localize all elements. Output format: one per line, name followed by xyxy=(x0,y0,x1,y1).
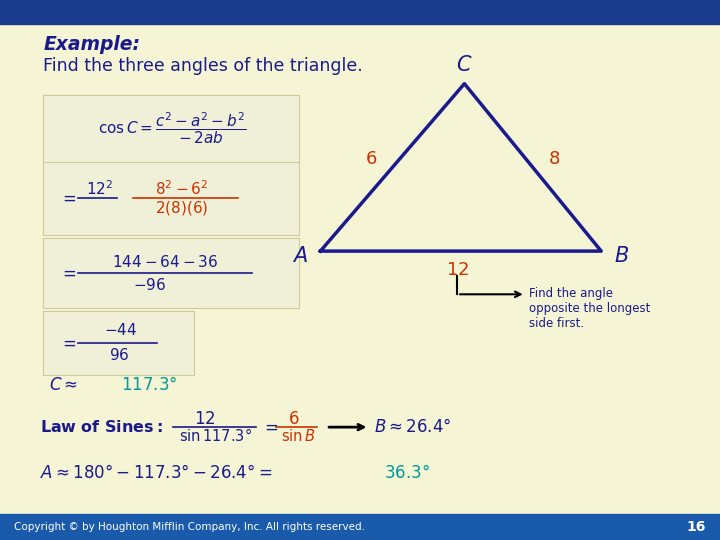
FancyBboxPatch shape xyxy=(43,238,299,308)
Text: $B$: $B$ xyxy=(614,246,629,267)
Bar xyxy=(0,0,720,24)
Text: $2(8)(6)$: $2(8)(6)$ xyxy=(155,199,208,218)
Text: $8^2 - 6^2$: $8^2 - 6^2$ xyxy=(155,179,208,198)
Text: $=$: $=$ xyxy=(59,264,76,282)
Text: $\mathbf{Law\ of\ Sines{:}}$: $\mathbf{Law\ of\ Sines{:}}$ xyxy=(40,418,162,435)
Text: $B \approx 26.4°$: $B \approx 26.4°$ xyxy=(374,418,452,436)
Text: $C$: $C$ xyxy=(456,55,472,75)
Text: $8$: $8$ xyxy=(549,150,560,168)
Text: Find the angle
opposite the longest
side first.: Find the angle opposite the longest side… xyxy=(529,287,651,330)
Text: $96$: $96$ xyxy=(109,347,130,363)
Text: Find the three angles of the triangle.: Find the three angles of the triangle. xyxy=(43,57,363,75)
Text: $12$: $12$ xyxy=(194,410,216,428)
Text: $\sin 117.3°$: $\sin 117.3°$ xyxy=(179,427,251,444)
Text: $12$: $12$ xyxy=(446,261,469,279)
Text: $=$: $=$ xyxy=(261,418,278,436)
Bar xyxy=(0,514,720,540)
Text: $=$: $=$ xyxy=(59,334,76,352)
Text: $6$: $6$ xyxy=(288,409,300,428)
Text: Example:: Example: xyxy=(43,35,140,54)
Text: $117.3°$: $117.3°$ xyxy=(121,376,177,394)
Text: $6$: $6$ xyxy=(365,150,378,168)
Text: $\sin B$: $\sin B$ xyxy=(281,428,315,444)
Text: $C \approx$: $C \approx$ xyxy=(49,376,78,394)
Text: $A \approx 180° - 117.3° - 26.4°=$: $A \approx 180° - 117.3° - 26.4°=$ xyxy=(40,463,271,482)
Text: $A$: $A$ xyxy=(292,246,308,267)
Text: 16: 16 xyxy=(686,520,706,534)
Text: Copyright © by Houghton Mifflin Company, Inc. All rights reserved.: Copyright © by Houghton Mifflin Company,… xyxy=(14,522,365,532)
Text: $=$: $=$ xyxy=(59,189,76,207)
Text: $-44$: $-44$ xyxy=(104,322,138,339)
FancyBboxPatch shape xyxy=(43,94,299,162)
FancyBboxPatch shape xyxy=(43,310,194,375)
Text: $144 - 64 - 36$: $144 - 64 - 36$ xyxy=(112,254,218,270)
Text: $36.3°$: $36.3°$ xyxy=(384,463,430,482)
FancyBboxPatch shape xyxy=(43,162,299,235)
Text: $12^2$: $12^2$ xyxy=(86,180,114,198)
Text: $\cos C = \dfrac{c^2 - a^2 - b^2}{-\,2ab}$: $\cos C = \dfrac{c^2 - a^2 - b^2}{-\,2ab… xyxy=(99,111,247,146)
Text: $-96$: $-96$ xyxy=(133,277,166,293)
